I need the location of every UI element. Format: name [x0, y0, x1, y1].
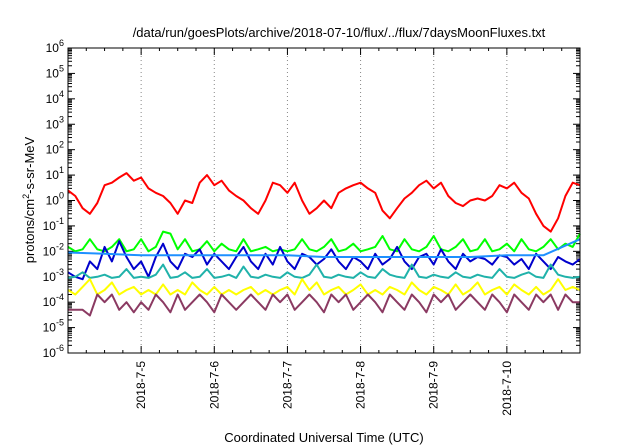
- y-axis-ticks: 10-610-510-410-310-210-11001011021031041…: [43, 38, 580, 360]
- chart-title: /data/run/goesPlots/archive/2018-07-10/f…: [133, 25, 546, 40]
- y-tick-base: 10: [46, 92, 60, 106]
- y-tick-label: 102: [46, 140, 64, 157]
- series-line-6: [68, 279, 580, 294]
- x-tick-label: 2018-7-9: [427, 361, 441, 409]
- x-tick-label: 2018-7-6: [207, 361, 221, 409]
- series-line-2: [68, 232, 580, 252]
- y-tick-base: 10: [43, 244, 57, 258]
- y-axis-title-rest: -s-sr-MeV: [22, 136, 37, 193]
- y-axis-title-base: protons/cm: [22, 199, 37, 263]
- y-tick-label: 104: [46, 89, 64, 106]
- y-tick-exponent: 3: [59, 114, 64, 124]
- y-tick-exponent: 1: [59, 165, 64, 175]
- flux-chart: /data/run/goesPlots/archive/2018-07-10/f…: [0, 0, 640, 448]
- y-tick-label: 100: [46, 191, 64, 208]
- x-tick-label: 2018-7-7: [280, 361, 294, 409]
- y-tick-exponent: 6: [59, 38, 64, 48]
- series-line-1: [68, 173, 580, 232]
- series-line-7: [68, 295, 580, 316]
- y-tick-label: 101: [46, 165, 64, 182]
- y-tick-base: 10: [46, 194, 60, 208]
- series-line-4: [68, 239, 580, 257]
- y-tick-base: 10: [46, 117, 60, 131]
- data-series: [68, 173, 580, 315]
- y-tick-base: 10: [43, 346, 57, 360]
- y-tick-label: 10-2: [43, 241, 64, 258]
- y-tick-base: 10: [46, 143, 60, 157]
- y-tick-label: 10-3: [43, 267, 64, 284]
- y-tick-label: 105: [46, 63, 64, 80]
- x-axis-title: Coordinated Universal Time (UTC): [224, 430, 423, 445]
- y-tick-exponent: 5: [59, 63, 64, 73]
- y-tick-exponent: -2: [56, 241, 64, 251]
- y-tick-exponent: 4: [59, 89, 64, 99]
- x-tick-label: 2018-7-10: [500, 361, 514, 416]
- y-tick-exponent: -1: [56, 216, 64, 226]
- y-tick-base: 10: [46, 168, 60, 182]
- x-tick-label: 2018-7-8: [354, 361, 368, 409]
- y-tick-exponent: -5: [56, 318, 64, 328]
- y-tick-base: 10: [43, 219, 57, 233]
- y-tick-base: 10: [46, 41, 60, 55]
- y-axis-title: protons/cm2-s-sr-MeV: [21, 136, 37, 263]
- x-tick-label: 2018-7-5: [134, 361, 148, 409]
- y-tick-label: 103: [46, 114, 64, 131]
- y-tick-base: 10: [46, 66, 60, 80]
- y-tick-label: 10-5: [43, 318, 64, 335]
- y-tick-label: 10-6: [43, 343, 64, 360]
- y-tick-exponent: -4: [56, 292, 64, 302]
- y-tick-base: 10: [43, 321, 57, 335]
- y-tick-exponent: -6: [56, 343, 64, 353]
- y-tick-label: 10-4: [43, 292, 64, 309]
- y-tick-base: 10: [43, 295, 57, 309]
- y-tick-label: 106: [46, 38, 64, 55]
- y-tick-exponent: -3: [56, 267, 64, 277]
- y-tick-label: 10-1: [43, 216, 64, 233]
- y-tick-exponent: 2: [59, 140, 64, 150]
- y-tick-base: 10: [43, 270, 57, 284]
- y-tick-exponent: 0: [59, 191, 64, 201]
- x-axis-ticks: 2018-7-5 2018-7-6 2018-7-7 2018-7-8 2018-7-9…: [86, 48, 561, 416]
